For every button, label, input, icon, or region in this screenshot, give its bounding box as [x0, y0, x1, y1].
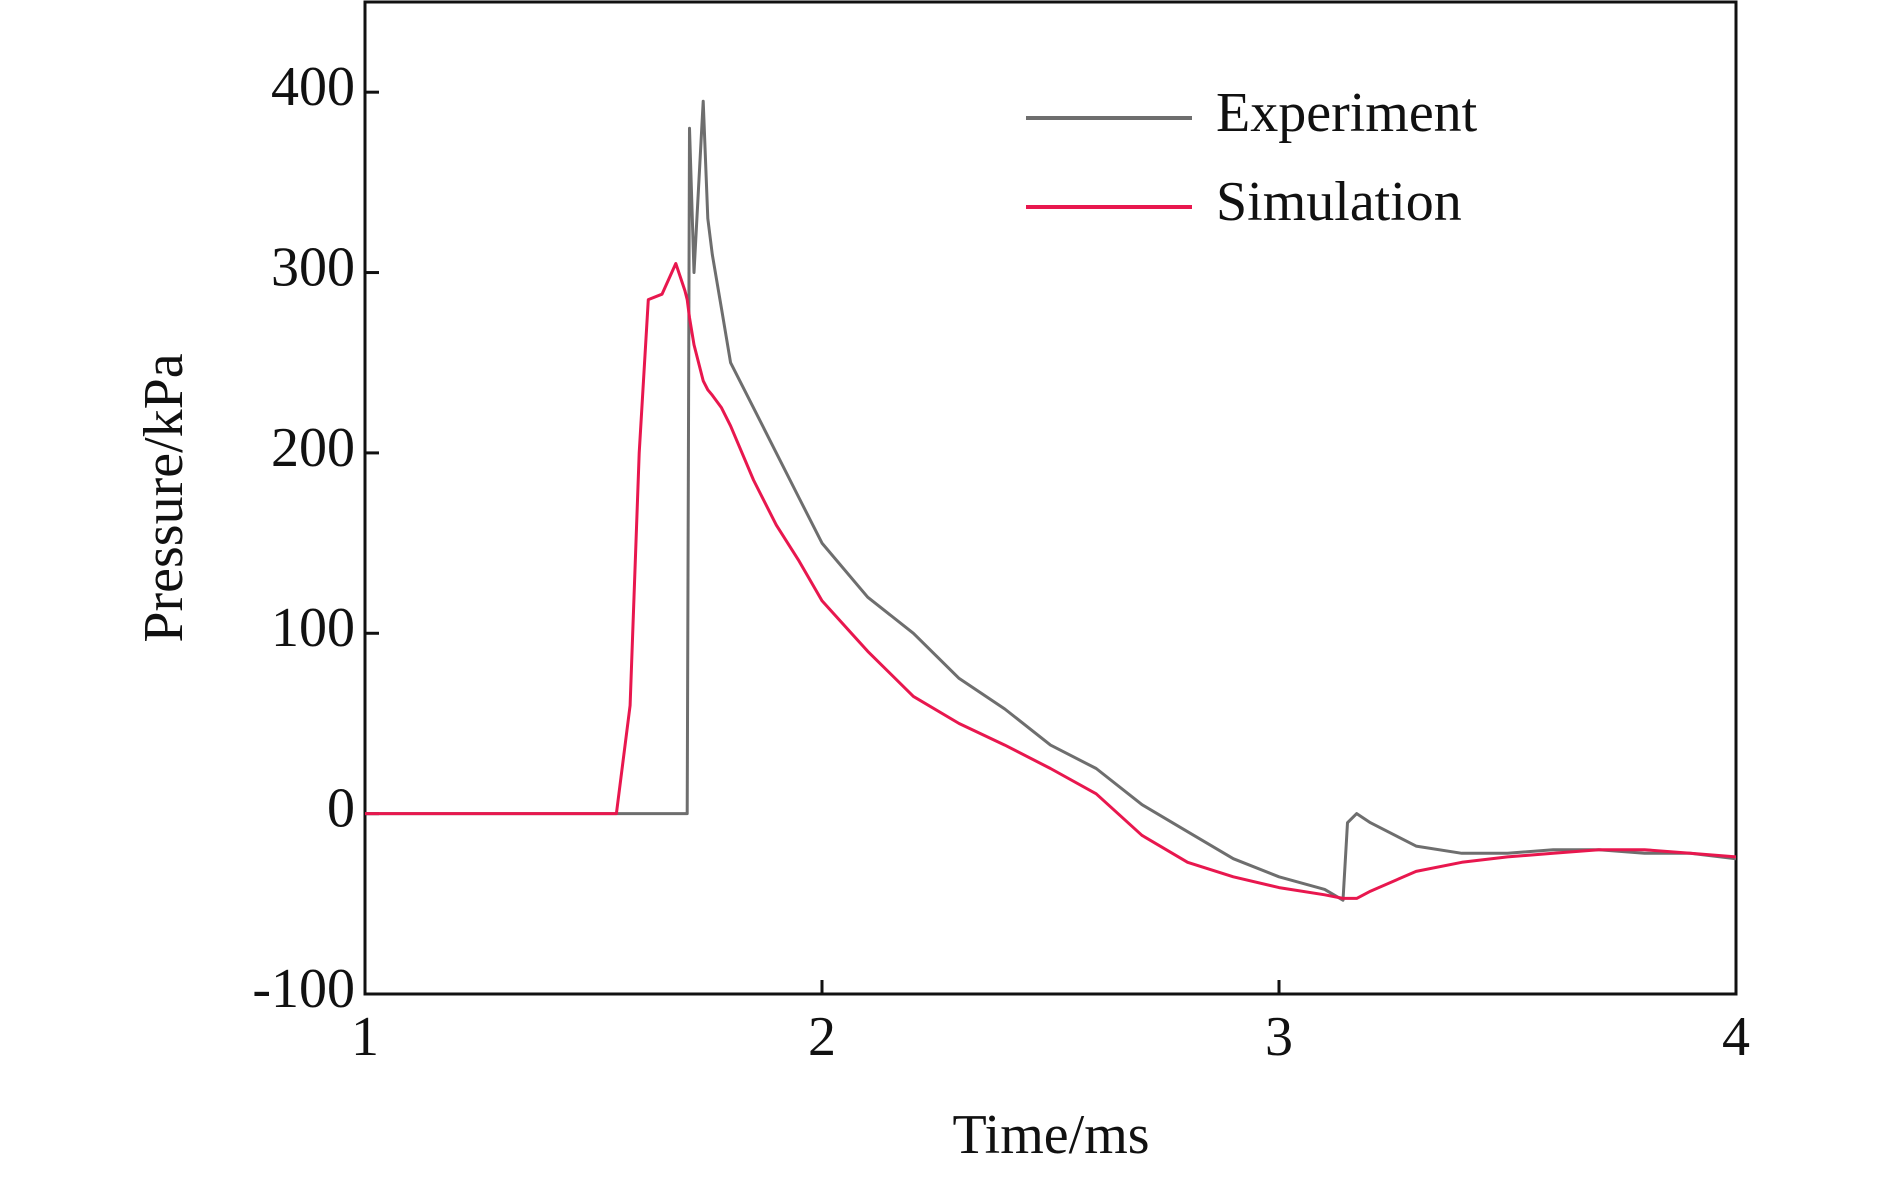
data-line	[365, 262, 1737, 900]
legend-label: Experiment	[1216, 82, 1478, 144]
x-tick-label: 3	[1265, 1006, 1293, 1068]
legend-label: Simulation	[1216, 171, 1462, 233]
data-line	[365, 99, 1737, 902]
x-tick-label: 2	[808, 1006, 836, 1068]
x-tick-label: 1	[351, 1006, 379, 1068]
x-axis-label: Time/ms	[952, 1104, 1149, 1166]
y-tick-label: 100	[271, 597, 355, 659]
y-tick-label: -100	[252, 958, 355, 1020]
plot-frame	[363, 0, 1738, 996]
y-tick-label: 300	[271, 236, 355, 298]
y-tick-label: 400	[271, 56, 355, 118]
y-tick-label: 0	[327, 777, 355, 839]
y-axis-label: Pressure/kPa	[133, 353, 195, 642]
y-tick-label: 200	[271, 417, 355, 479]
x-tick-label: 4	[1722, 1006, 1750, 1068]
